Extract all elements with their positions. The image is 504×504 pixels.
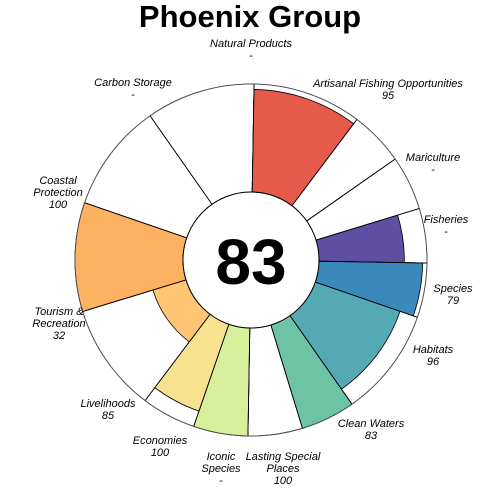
petal-dividers [82, 84, 427, 436]
petal-labels: Natural Products - Artisanal Fishing Oppor… [32, 38, 473, 487]
divider-tourism-recreation [144, 314, 211, 401]
divider-iconic-species [270, 324, 303, 429]
label-artisanal-fishing-opportunities: Artisanal Fishing Opportunities 95 [312, 78, 463, 102]
divider-fisheries [306, 158, 396, 222]
divider-carbon-storage [84, 202, 187, 239]
label-livelihoods: Livelihoods 85 [80, 398, 136, 422]
label-habitats: Habitats 96 [413, 344, 454, 368]
divider-lasting-special-places [289, 315, 353, 405]
label-natural-products: Natural Products - [210, 38, 292, 62]
divider-coastal-protection [82, 279, 187, 312]
divider-livelihoods [193, 324, 230, 427]
divider-artisanal-fishing-opportunities [251, 84, 255, 193]
label-species: Species 79 [433, 283, 473, 307]
label-clean-waters: Clean Waters 83 [338, 418, 405, 442]
center-circle [182, 191, 320, 329]
label-iconic-species: Iconic Species - [201, 451, 241, 487]
label-economies: Economies 100 [133, 435, 188, 459]
label-coastal-protection: Coastal Protection 100 [33, 175, 83, 211]
label-carbon-storage: Carbon Storage - [94, 77, 172, 101]
label-fisheries: Fisheries - [424, 214, 469, 238]
divider-habitats [318, 260, 427, 264]
divider-mariculture [291, 119, 358, 206]
outer-ring [74, 83, 428, 437]
overall-score: 83 [215, 226, 286, 298]
divider-clean-waters [315, 281, 418, 318]
divider-economies [247, 327, 251, 436]
chart-title: Phoenix Group [139, 0, 361, 34]
petals [74, 89, 424, 437]
label-lasting-special-places: Lasting Special Places 100 [246, 451, 321, 487]
label-mariculture: Mariculture - [406, 152, 460, 176]
divider-natural-products [149, 115, 213, 205]
label-tourism-recreation: Tourism & Recreation 32 [32, 306, 85, 342]
divider-species [315, 208, 420, 241]
